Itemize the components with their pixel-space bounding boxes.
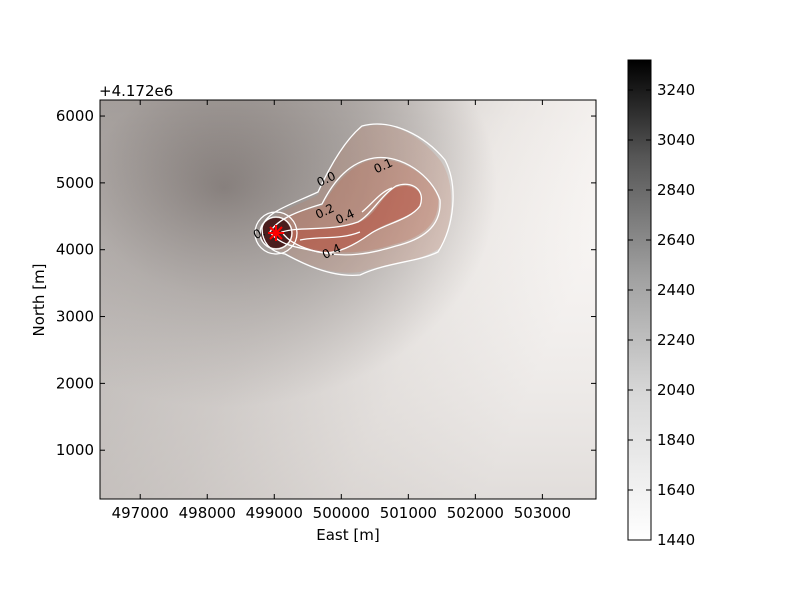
colorbar-tick-label: 2440 bbox=[657, 281, 695, 299]
x-tick-label: 501000 bbox=[380, 504, 437, 522]
plot-area: 0.00.10.20.40.40. bbox=[100, 100, 596, 499]
colorbar bbox=[627, 59, 652, 541]
y-tick-label: 5000 bbox=[56, 174, 94, 192]
colorbar-tick-label: 1640 bbox=[657, 481, 695, 499]
y-tick-label: 2000 bbox=[56, 374, 94, 392]
y-tick-label: 3000 bbox=[56, 308, 94, 326]
y-tick-label: 6000 bbox=[56, 107, 94, 125]
colorbar-tick-label: 3040 bbox=[657, 131, 695, 149]
y-offset-label: +4.172e6 bbox=[99, 82, 173, 100]
x-tick-label: 498000 bbox=[179, 504, 236, 522]
topography-shading bbox=[100, 100, 596, 499]
contour-0-2 bbox=[281, 183, 422, 254]
contour-vent-outer bbox=[254, 211, 298, 255]
colorbar-tick-label: 3240 bbox=[657, 81, 695, 99]
contour-label: 0. bbox=[251, 225, 267, 243]
y-tick-label: 4000 bbox=[56, 241, 94, 259]
y-axis-label: North [m] bbox=[30, 263, 48, 336]
x-tick-label: 502000 bbox=[447, 504, 504, 522]
contour-0-0 bbox=[261, 123, 454, 277]
x-tick-label: 500000 bbox=[313, 504, 370, 522]
deposit-overlay: 0.00.10.20.40.40. bbox=[251, 123, 454, 277]
y-axis-ticks: 1000 2000 3000 4000 5000 6000 bbox=[56, 107, 596, 459]
contour-vent-inner bbox=[259, 216, 293, 250]
colorbar-tick-label: 2040 bbox=[657, 381, 695, 399]
contour-lines bbox=[254, 123, 454, 277]
colorbar-tick-label: 1840 bbox=[657, 431, 695, 449]
colorbar-tick-label: 2240 bbox=[657, 331, 695, 349]
deposit-fill-inner bbox=[278, 185, 421, 253]
colorbar-tick-label: 2640 bbox=[657, 231, 695, 249]
contour-0-4 bbox=[299, 187, 393, 241]
x-tick-label: 497000 bbox=[112, 504, 169, 522]
x-axis-label: East [m] bbox=[316, 526, 379, 544]
x-tick-label: 503000 bbox=[514, 504, 571, 522]
colorbar-tick-label: 2840 bbox=[657, 181, 695, 199]
x-tick-label: 499000 bbox=[246, 504, 303, 522]
x-axis-ticks: 497000 498000 499000 500000 501000 502000 5030… bbox=[112, 100, 571, 522]
colorbar-tick-label: 1440 bbox=[657, 531, 695, 549]
colorbar-ticks: 1440 1640 1840 2040 2240 2440 2640 2840 3040 3240 bbox=[628, 81, 695, 549]
vent-marker bbox=[268, 225, 284, 241]
plot-frame bbox=[99, 99, 597, 500]
y-tick-label: 1000 bbox=[56, 441, 94, 459]
